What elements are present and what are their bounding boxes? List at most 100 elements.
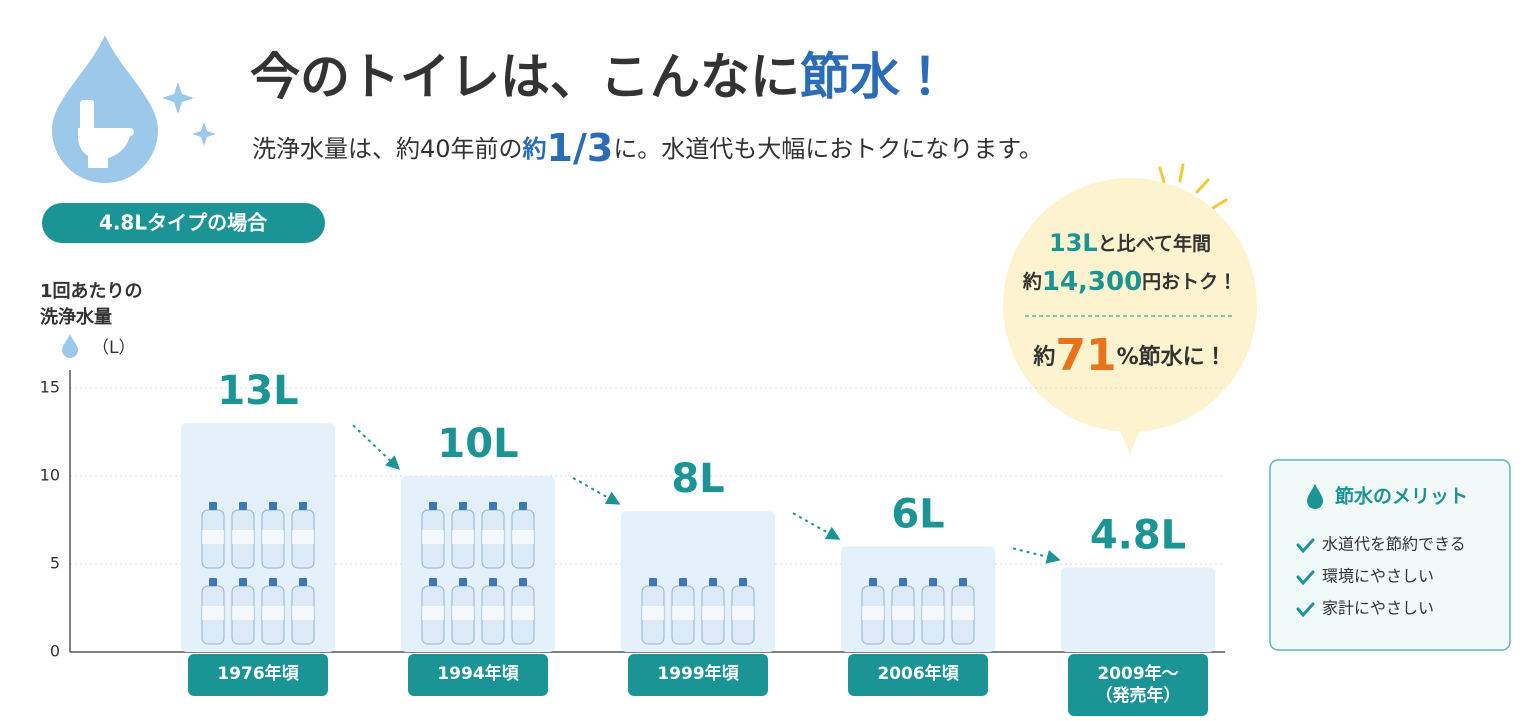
bottle-cap xyxy=(299,502,307,510)
trend-arrow xyxy=(572,477,621,505)
bottle-cap xyxy=(269,502,277,510)
bottle-cap xyxy=(709,578,717,586)
y-tick-label: 5 xyxy=(50,554,60,573)
bottle-label xyxy=(642,606,664,620)
callout-run: %節水に！ xyxy=(1117,344,1227,370)
y-tick-label: 15 xyxy=(40,378,60,397)
y-axis-label: 1回あたりの xyxy=(40,281,143,302)
bottle-cap xyxy=(519,578,527,586)
value-label: 6L xyxy=(891,491,944,537)
callout-run: と比べて年間 xyxy=(1098,232,1211,255)
badge-text: 4.8Lタイプの場合 xyxy=(99,211,268,235)
y-axis-label: 洗浄水量 xyxy=(40,306,112,328)
y-axis-unit: （L） xyxy=(92,338,135,358)
y-tick-label: 10 xyxy=(40,466,60,485)
x-tick-label: 1994年頃 xyxy=(437,663,519,684)
bottle-label xyxy=(452,530,474,544)
trend-arrow xyxy=(352,424,401,470)
title-part: ！ xyxy=(900,48,950,106)
check-icon xyxy=(1296,570,1315,586)
bottle-cap xyxy=(429,502,437,510)
x-label-box xyxy=(848,654,988,696)
x-tick-label: 1976年頃 xyxy=(217,663,299,684)
bottle-cap xyxy=(679,578,687,586)
merit-item: 環境にやさしい xyxy=(1322,567,1434,586)
bottle-cap xyxy=(209,502,217,510)
bottle-cap xyxy=(739,578,747,586)
subtitle-part: 約 xyxy=(522,135,547,163)
bottle-cap xyxy=(929,578,937,586)
x-label-box xyxy=(1068,654,1208,716)
check-icon xyxy=(1296,538,1315,554)
merit-item: 家計にやさしい xyxy=(1322,599,1434,618)
bottle-label xyxy=(422,606,444,620)
callout-run: 約 xyxy=(1022,270,1042,293)
value-label: 10L xyxy=(437,421,518,467)
check-icon xyxy=(1296,602,1315,618)
bottle-cap xyxy=(209,578,217,586)
subtitle: 洗浄水量は、約40年前の約1/3に。水道代も大幅におトクになります。 xyxy=(252,126,1043,170)
bottle-cap xyxy=(269,578,277,586)
callout-run: 円おトク！ xyxy=(1142,271,1237,293)
bottle-label xyxy=(292,606,314,620)
bottle-label xyxy=(732,606,754,620)
bottle-label xyxy=(892,606,914,620)
bottle-label xyxy=(422,530,444,544)
bottles xyxy=(421,502,535,645)
bottles xyxy=(641,578,755,645)
value-label: 13L xyxy=(217,368,298,414)
bottle-label xyxy=(232,606,254,620)
merits-icon xyxy=(1307,484,1323,509)
y-tick-label: 0 xyxy=(50,642,60,661)
title-highlight: 節水 xyxy=(800,48,901,106)
bottle-label xyxy=(672,606,694,620)
trend-arrow xyxy=(792,512,841,540)
bottle-label xyxy=(262,606,284,620)
bottle-label xyxy=(202,606,224,620)
x-tick-label: 2009年～（発売年） xyxy=(1096,663,1181,706)
x-tick-label: 1999年頃 xyxy=(657,663,739,684)
subtitle-part: に。水道代も大幅におトクになります。 xyxy=(613,135,1043,163)
value-label: 8L xyxy=(671,456,724,502)
bottle-label xyxy=(862,606,884,620)
callout-run: 71 xyxy=(1055,330,1116,381)
bottle-label xyxy=(922,606,944,620)
title-part: 今のトイレは、こんなに xyxy=(250,48,800,106)
x-label-box xyxy=(628,654,768,696)
bottle-cap xyxy=(899,578,907,586)
callout-line: 約71%節水に！ xyxy=(1032,330,1226,381)
bottle-cap xyxy=(489,578,497,586)
bottle-label xyxy=(702,606,724,620)
callout-run: 14,300 xyxy=(1042,267,1142,297)
callout-run: 約 xyxy=(1032,344,1055,370)
subtitle-part: 洗浄水量は、約40年前の xyxy=(252,135,523,163)
bottle-label xyxy=(232,530,254,544)
bottle-cap xyxy=(489,502,497,510)
drop-icon xyxy=(52,35,216,183)
bottle-label xyxy=(202,530,224,544)
bottle-cap xyxy=(299,578,307,586)
bottle-label xyxy=(512,606,534,620)
bottle-cap xyxy=(459,578,467,586)
bottle-cap xyxy=(519,502,527,510)
subtitle-part: 1/3 xyxy=(547,126,614,170)
bottle-label xyxy=(512,530,534,544)
callout xyxy=(1003,163,1257,455)
merits-box xyxy=(1269,459,1511,651)
merits-title: 節水のメリット xyxy=(1335,485,1468,508)
callout-run: 13L xyxy=(1049,229,1098,257)
bottle-cap xyxy=(429,578,437,586)
bottle-cap xyxy=(959,578,967,586)
bottle-label xyxy=(952,606,974,620)
bottle-cap xyxy=(869,578,877,586)
bottle-label xyxy=(482,530,504,544)
title: 今のトイレは、こんなに節水！ xyxy=(250,48,950,106)
bottle-cap xyxy=(239,578,247,586)
merit-item: 水道代を節約できる xyxy=(1322,535,1466,554)
bottle-label xyxy=(452,606,474,620)
x-label-box xyxy=(188,654,328,696)
bottle-label xyxy=(482,606,504,620)
bar xyxy=(1061,567,1215,652)
